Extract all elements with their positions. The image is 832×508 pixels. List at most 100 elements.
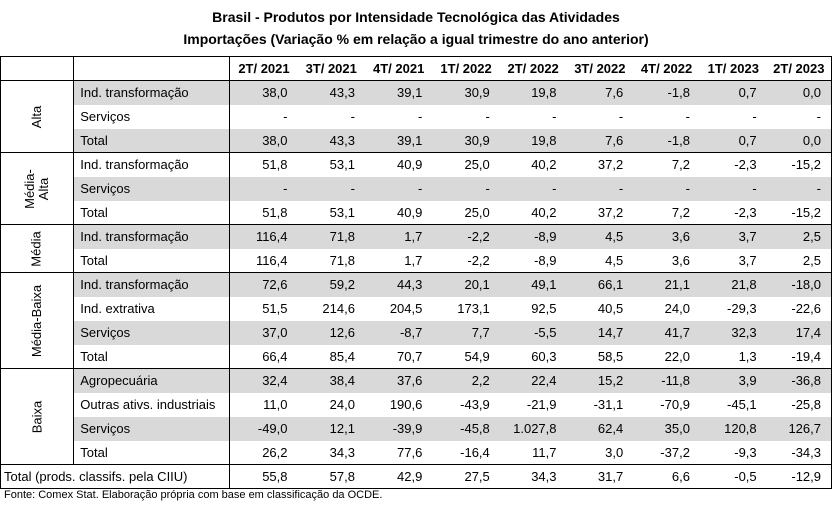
value-cell: 12,6 — [297, 320, 365, 345]
value-cell: 7,7 — [432, 320, 500, 345]
value-cell: 116,4 — [229, 248, 298, 273]
value-cell: 32,3 — [699, 320, 767, 345]
value-cell: 3,0 — [566, 440, 634, 465]
value-cell: 0,0 — [766, 80, 832, 105]
value-cell: 39,1 — [364, 80, 433, 105]
value-cell: 39,1 — [364, 128, 433, 153]
value-cell: 35,0 — [633, 416, 700, 441]
value-cell: - — [752, 109, 757, 124]
value-cell: -1,8 — [633, 80, 700, 105]
table-row: Serviços - - - - - - - - - — [1, 176, 832, 201]
source-note: Fonte: Comex Stat. Elaboração própria co… — [4, 489, 383, 501]
value-cell: 1,7 — [364, 248, 433, 273]
value-cell: - — [699, 176, 767, 201]
row-label: Outras ativs. industriais — [73, 392, 231, 417]
value-cell: 77,6 — [364, 440, 433, 465]
value-cell: 60,3 — [499, 344, 567, 369]
table-row: Total 66,4 85,4 70,7 54,9 60,3 58,5 22,0 1,3 -19,… — [1, 344, 832, 369]
value-cell: 53,1 — [297, 200, 365, 225]
group-label-cell: Alta — [0, 80, 75, 153]
value-cell: 51,5 — [262, 301, 288, 316]
value-cell: 92,5 — [531, 301, 557, 316]
column-header: 4T/ 2021 — [364, 56, 433, 81]
value-cell: 22,0 — [633, 344, 700, 369]
value-cell: 2,2 — [432, 368, 500, 393]
value-cell: 116,4 — [229, 224, 298, 249]
title-line-2: Importações (Variação % em relação a igu… — [183, 31, 649, 47]
value-cell: 3,7 — [699, 248, 767, 273]
row-label: Serviços — [73, 320, 231, 345]
value-cell: 1,7 — [364, 224, 433, 249]
value-cell: -29,3 — [727, 301, 757, 316]
value-cell: -49,0 — [229, 416, 298, 441]
value-cell: 34,3 — [297, 440, 365, 465]
group-label: Média- Alta — [22, 168, 52, 209]
value-cell: 0,0 — [766, 128, 832, 153]
value-cell: - — [566, 176, 634, 201]
value-cell: 4,5 — [566, 248, 634, 273]
row-label: Ind. transformação — [73, 272, 231, 297]
value-cell: 3,7 — [699, 224, 767, 249]
column-header: 2T/ 2021 — [229, 56, 298, 81]
value-cell: - — [766, 176, 832, 201]
title-line-1: Brasil - Produtos por Intensidade Tecnol… — [212, 9, 620, 25]
value-cell: -25,8 — [766, 392, 832, 417]
value-cell: 19,8 — [499, 128, 567, 153]
value-cell: -19,4 — [766, 344, 832, 369]
value-cell: -36,8 — [766, 368, 832, 393]
value-cell: -18,0 — [766, 272, 832, 297]
imports-table: 2T/ 2021 3T/ 2021 4T/ 2021 1T/ 2022 2T/ 2022… — [0, 56, 832, 489]
grand-total-value: 31,7 — [566, 464, 634, 489]
value-cell: 173,1 — [457, 301, 490, 316]
group-label-cell: Média- Alta — [0, 152, 75, 225]
grand-total-row: Total (prods. classifs. pela CIIU) 55,8 57… — [0, 464, 832, 489]
row-label: Ind. transformação — [73, 80, 231, 105]
row-label: Total — [73, 440, 231, 465]
value-cell: 85,4 — [297, 344, 365, 369]
value-cell: -2,2 — [432, 248, 500, 273]
row-label: Agropecuária — [73, 368, 231, 393]
value-cell: 3,6 — [633, 224, 700, 249]
value-cell: 1,3 — [699, 344, 767, 369]
table-header: 2T/ 2021 3T/ 2021 4T/ 2021 1T/ 2022 2T/ 2022… — [0, 56, 832, 81]
column-header: 4T/ 2022 — [633, 56, 700, 81]
table-row: Serviços -49,0 12,1 -39,9 -45,8 1.027,8 62,4 35… — [1, 416, 832, 441]
value-cell: 7,2 — [671, 157, 690, 173]
value-cell: - — [350, 109, 355, 124]
table-row: Total 116,4 71,8 1,7 -2,2 -8,9 4,5 3,6 3,7 2,5 — [1, 248, 832, 273]
value-cell: -1,8 — [633, 128, 700, 153]
value-cell: 1.027,8 — [499, 416, 567, 441]
table-row: Serviços 37,0 12,6 -8,7 7,7 -5,5 14,7 41,7 32,3 1… — [1, 320, 832, 345]
value-cell: 41,7 — [633, 320, 700, 345]
table-row: Ind. extrativa 51,5 214,6 204,5 173,1 92,5 40,… — [1, 296, 832, 321]
value-cell: 51,8 — [229, 200, 298, 225]
grand-total-value: 34,3 — [499, 464, 567, 489]
value-cell: 71,8 — [297, 248, 365, 273]
value-cell: - — [364, 176, 433, 201]
value-cell: 51,8 — [262, 157, 288, 173]
value-cell: -8,9 — [499, 248, 567, 273]
value-cell: 4,5 — [566, 224, 634, 249]
value-cell: -8,7 — [364, 320, 433, 345]
value-cell: 37,6 — [364, 368, 433, 393]
grand-total-value: 55,8 — [229, 464, 298, 489]
row-label: Ind. extrativa — [73, 296, 231, 321]
grand-total-label: Total (prods. classifs. pela CIIU) — [0, 464, 231, 489]
value-cell: 72,6 — [229, 272, 298, 297]
table-row: Média- Alta Ind. transformação 51,8 53,1 40,… — [0, 152, 832, 225]
value-cell: - — [283, 109, 288, 124]
value-cell: 2,5 — [766, 224, 832, 249]
value-cell: -22,6 — [766, 296, 832, 321]
value-cell: 58,5 — [566, 344, 634, 369]
group-label-cell: Baixa — [0, 368, 75, 465]
value-cell: 66,4 — [229, 344, 298, 369]
value-cell: 7,2 — [633, 200, 700, 225]
value-cell: -43,9 — [460, 397, 490, 412]
value-cell: 70,7 — [364, 344, 433, 369]
value-cell: - — [499, 176, 567, 201]
value-cell: - — [229, 176, 298, 201]
value-cell: 59,2 — [297, 272, 365, 297]
value-cell: -34,3 — [766, 440, 832, 465]
value-cell: - — [552, 109, 557, 124]
row-label: Serviços — [73, 416, 231, 441]
